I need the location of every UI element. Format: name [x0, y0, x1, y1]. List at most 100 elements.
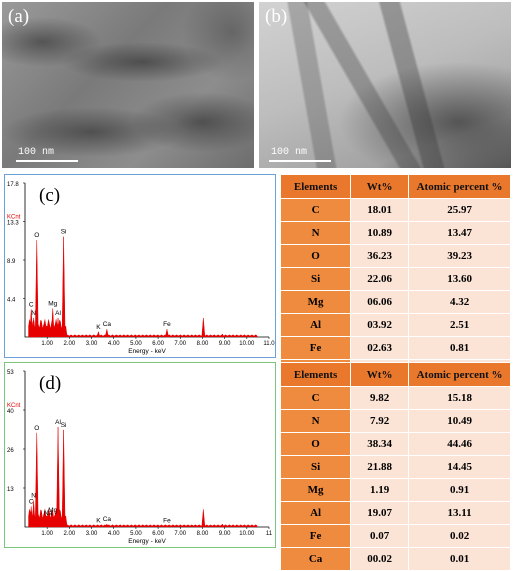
value-cell: 13.60	[408, 267, 511, 291]
element-cell: Fe	[279, 336, 352, 360]
y-tick-label: 8.9	[7, 259, 16, 265]
spectrum-peak	[56, 426, 60, 528]
table-row: Al 03.92 2.51	[279, 313, 511, 337]
table-row: Si 21.88 14.45	[279, 455, 511, 479]
value-cell: 0.02	[408, 524, 511, 548]
panel-label: (c)	[39, 185, 60, 206]
panel-label: (d)	[39, 373, 61, 394]
spectrum-peak	[50, 515, 55, 528]
y-tick-label: 4.4	[7, 298, 16, 304]
x-tick-label: 9.00	[219, 341, 231, 347]
table-row: Al 19.07 13.11	[279, 501, 511, 525]
table-row: Si 22.06 13.60	[279, 267, 511, 291]
x-tick-label: 6.00	[152, 531, 164, 537]
tem-image-b: (b) 100 nm	[259, 2, 511, 168]
element-cell: N	[279, 409, 352, 433]
value-cell: 14.45	[408, 455, 511, 479]
x-axis-label: Energy - keV	[128, 538, 166, 545]
y-tick-label: 17.8	[7, 182, 19, 188]
spectrum-peak	[31, 317, 36, 338]
value-cell: 21.88	[350, 455, 410, 479]
value-cell: 36.23	[350, 244, 410, 268]
scale-bar-a	[16, 160, 78, 162]
x-tick-label: 11.0	[263, 341, 275, 347]
value-cell: 9.82	[350, 386, 410, 410]
table-row: O 36.23 39.23	[279, 244, 511, 268]
value-cell: 02.63	[350, 336, 410, 360]
axis-lines	[24, 183, 269, 338]
x-tick-label: 4.00	[108, 531, 120, 537]
spectrum-chart-c: (c) 4.4 8.9 13.3 17.8 KCnt 1.00 2.00 3.00 4.00 5.0…	[7, 182, 275, 355]
table-row: N 7.92 10.49	[279, 409, 511, 433]
peak-label: C	[29, 301, 34, 308]
x-tick-label: 11	[266, 531, 273, 537]
peak-label: O	[34, 425, 39, 432]
scale-label-b: 100 nm	[271, 147, 308, 158]
value-cell: 44.46	[408, 432, 511, 456]
y-tick-label: 13	[7, 487, 14, 493]
spectrum-peak	[56, 317, 60, 338]
x-tick-label: 6.00	[152, 341, 164, 347]
element-cell: Ca	[279, 547, 352, 571]
spectrum-peak	[96, 525, 101, 528]
peak-label: Si	[61, 229, 67, 236]
element-cell: Al	[279, 313, 352, 337]
value-cell: 39.23	[408, 244, 511, 268]
value-cell: 19.07	[350, 501, 410, 525]
table-header-row: Elements Wt% Atomic percent %	[279, 174, 511, 199]
spectrum-peak	[61, 236, 66, 338]
value-cell: 03.92	[350, 313, 410, 337]
x-axis-label: Energy - keV	[128, 348, 166, 355]
spectrum-peak	[164, 525, 170, 528]
peak-label: Mg	[48, 507, 57, 514]
peak-label: Si	[61, 422, 67, 429]
table-header-cell: Elements	[279, 362, 352, 387]
spectrum-peak	[220, 333, 225, 338]
scale-bar-b	[269, 160, 331, 162]
x-tick-label: 2.00	[64, 531, 76, 537]
y-tick-label: 26	[7, 448, 14, 454]
value-cell: 4.32	[408, 290, 511, 314]
y-axis-label: KCnt	[7, 214, 21, 220]
y-tick-label: 53	[7, 370, 14, 376]
spectrum-peak	[29, 309, 34, 338]
table-row: Ca 00.02 0.01	[279, 547, 511, 571]
element-cell: O	[279, 432, 352, 456]
spectrum-peak	[34, 240, 39, 338]
table-row: O 38.34 44.46	[279, 432, 511, 456]
table-row: Mg 1.19 0.91	[279, 478, 511, 502]
element-cell: N	[279, 221, 352, 245]
peak-label: Mg	[48, 300, 57, 307]
x-tick-label: 8.00	[197, 531, 209, 537]
element-cell: O	[279, 244, 352, 268]
table-row: Mg 06.06 4.32	[279, 290, 511, 314]
table-header-row: Elements Wt% Atomic percent %	[279, 362, 511, 387]
x-tick-label: 1.00	[41, 531, 53, 537]
peak-label: K	[96, 518, 101, 525]
table-row: C 9.82 15.18	[279, 386, 511, 410]
value-cell: 0.07	[350, 524, 410, 548]
spectrum-peak	[201, 317, 206, 338]
value-cell: 22.06	[350, 267, 410, 291]
table-header-cell: Atomic percent %	[408, 174, 511, 199]
table-row: Fe 02.63 0.81	[279, 336, 511, 360]
eds-spectrum-c: (c) 4.4 8.9 13.3 17.8 KCnt 1.00 2.00 3.00 4.00 5.0…	[4, 174, 276, 358]
table-header-cell: Atomic percent %	[408, 362, 511, 387]
value-cell: 1.19	[350, 478, 410, 502]
value-cell: 06.06	[350, 290, 410, 314]
peak-label: Fe	[163, 518, 171, 525]
peak-label: Al	[55, 419, 61, 426]
panel-label-b: (b)	[265, 6, 288, 27]
value-cell: 10.49	[408, 409, 511, 433]
value-cell: 7.92	[350, 409, 410, 433]
spectrum-chart-d: (d) 13 26 40 53 KCnt 1.00 2.00 3.00 4.00 5.00 6.00 7…	[7, 370, 273, 545]
spectrum-peak	[201, 509, 206, 528]
x-tick-label: 9.00	[219, 531, 231, 537]
tem-image-a: (a) 100 nm	[2, 2, 254, 168]
spectrum-peak	[34, 432, 39, 528]
value-cell: 0.81	[408, 336, 511, 360]
value-cell: 10.89	[350, 221, 410, 245]
x-tick-label: 7.00	[174, 531, 186, 537]
value-cell: 00.02	[350, 547, 410, 571]
y-axis-label: KCnt	[7, 403, 21, 409]
